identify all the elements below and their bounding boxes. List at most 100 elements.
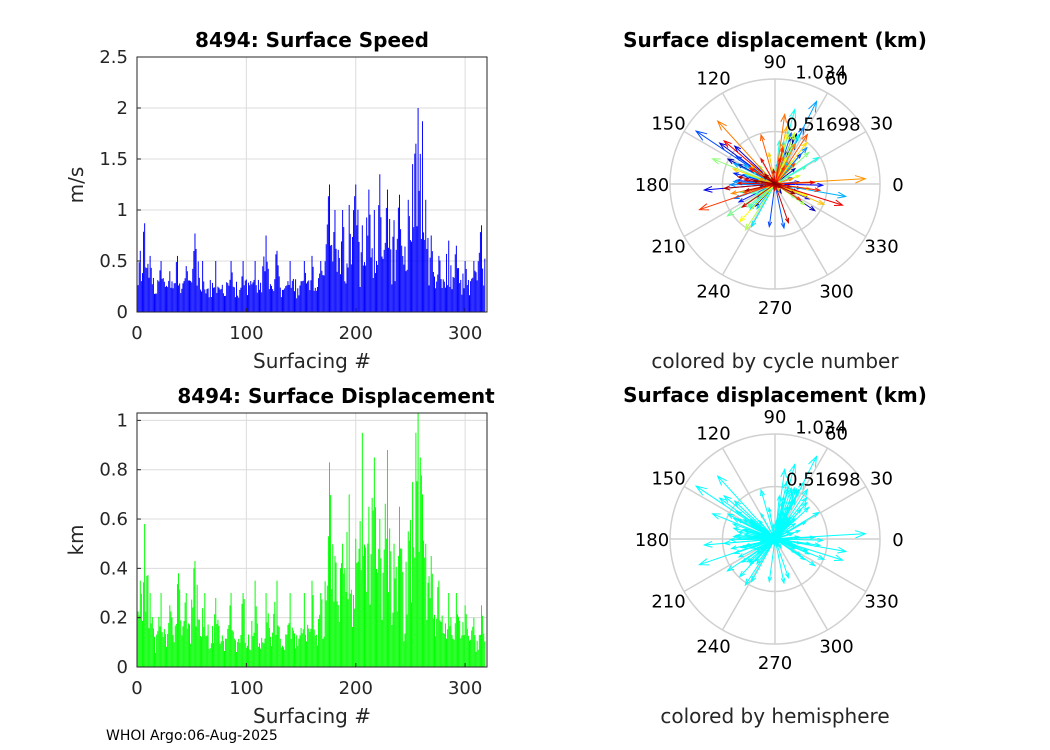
displacement-arrowhead (801, 521, 808, 526)
displacement-arrowhead (812, 511, 820, 518)
polar-ring-label: 1.034 (795, 63, 847, 84)
bar (162, 278, 164, 312)
bar (147, 263, 149, 312)
x-tick-label: 300 (448, 323, 482, 344)
displacement-arrowhead (750, 220, 757, 228)
bar (456, 268, 458, 312)
bar (161, 278, 163, 312)
bar (281, 289, 283, 312)
x-tick-label: 100 (229, 323, 263, 344)
bar (444, 623, 446, 667)
bar (273, 613, 275, 667)
bar (306, 641, 308, 667)
displacement-arrowhead (746, 557, 752, 563)
polar-angle-label: 300 (819, 282, 853, 303)
displacement-arrow (733, 518, 776, 540)
displacement-arrowhead (732, 527, 739, 532)
bar (316, 286, 318, 312)
bar (450, 617, 452, 667)
bar (274, 601, 276, 667)
displacement-ticks: 0 100 200 300 0 0.2 0.4 0.6 0.8 1 (99, 410, 482, 699)
polar-angle-label: 0 (892, 530, 903, 551)
bar (362, 555, 364, 667)
bar (349, 233, 351, 312)
bar (141, 273, 143, 312)
displacement-arrowhead (814, 187, 822, 192)
bar (162, 636, 164, 667)
polar-spoke (774, 538, 829, 631)
polar-angle-label: 90 (764, 407, 787, 428)
bar (343, 573, 345, 667)
bar (331, 589, 333, 667)
displacement-arrowhead (771, 523, 776, 529)
bar (371, 497, 373, 667)
bar (436, 281, 438, 312)
displacement-arrowhead (744, 543, 750, 547)
bar (415, 143, 417, 312)
bar (280, 297, 282, 312)
speed-chart-title: 8494: Surface Speed (195, 28, 429, 52)
displacement-arrowhead (817, 199, 826, 205)
bar (392, 236, 394, 312)
bar (291, 280, 293, 312)
bar (391, 624, 393, 667)
bar (267, 613, 269, 667)
speed-ticks: 0 100 200 300 0 0.5 1 1.5 2 2.5 (99, 47, 482, 344)
bar (358, 548, 360, 667)
displacement-arrowhead (758, 533, 764, 537)
displacement-arrow (699, 538, 776, 566)
bar (242, 593, 244, 667)
bar (192, 268, 194, 312)
displacement-arrow (733, 163, 776, 185)
bar (411, 241, 413, 312)
bar (428, 285, 430, 312)
bar (456, 614, 458, 667)
bar (425, 543, 427, 667)
bar (195, 626, 197, 667)
bar (469, 640, 470, 667)
bar (141, 620, 143, 667)
bar (268, 628, 270, 667)
bar (190, 643, 192, 667)
bar (360, 570, 362, 667)
bar (232, 631, 234, 667)
bar (197, 261, 199, 312)
bar (473, 261, 475, 312)
bar (143, 582, 145, 667)
displacement-arrowhead (733, 145, 741, 153)
bar (414, 557, 416, 667)
bar (348, 204, 350, 312)
speed-x-label: Surfacing # (253, 349, 371, 373)
displacement-arrows (694, 100, 867, 232)
bar (199, 289, 201, 312)
bar (344, 281, 346, 312)
bar (334, 210, 336, 312)
bar (483, 633, 485, 667)
bar (261, 292, 263, 312)
bar (240, 635, 242, 667)
bar (304, 634, 306, 667)
bar (439, 260, 441, 312)
bar (198, 619, 200, 667)
bar (372, 510, 374, 667)
bar (297, 288, 299, 312)
bar (444, 287, 446, 312)
bar (215, 597, 217, 667)
bar (297, 646, 299, 667)
polar-angle-label: 300 (819, 637, 853, 658)
bar (381, 256, 383, 312)
bar (168, 622, 170, 667)
displacement-arrowhead (743, 533, 749, 538)
bar (327, 196, 329, 312)
bar (163, 628, 165, 667)
polar-angle-label: 0 (892, 175, 903, 196)
bar (313, 290, 315, 312)
bar (242, 261, 244, 312)
bar (388, 247, 390, 312)
displacement-arrow (737, 537, 776, 540)
y-tick-label: 0.5 (99, 251, 128, 272)
bar (182, 283, 184, 312)
bar (154, 293, 155, 312)
bar (277, 625, 279, 667)
bar (390, 249, 392, 312)
